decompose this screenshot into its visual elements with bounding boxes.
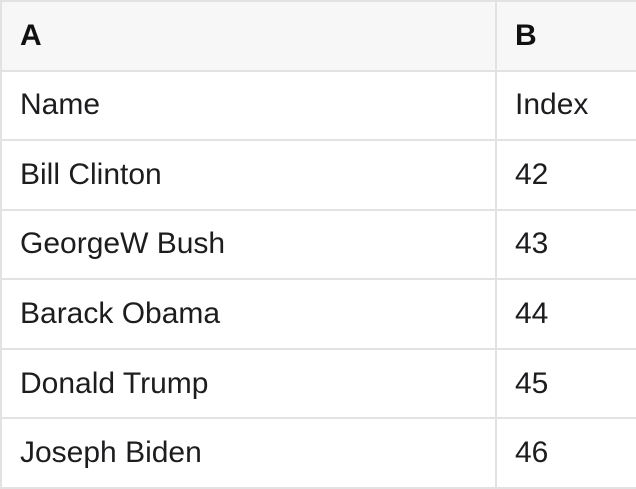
- table-row: Joseph Biden 46: [2, 419, 636, 489]
- cell-text: 44: [515, 297, 549, 331]
- cell-text: GeorgeW Bush: [20, 227, 226, 261]
- table-row: GeorgeW Bush 43: [2, 210, 636, 281]
- cell-a1[interactable]: Name: [2, 71, 497, 140]
- cell-text: Bill Clinton: [20, 157, 162, 191]
- cell-a2[interactable]: Bill Clinton: [2, 141, 497, 209]
- cell-b6[interactable]: 46: [497, 419, 636, 487]
- cell-text: Donald Trump: [20, 366, 209, 400]
- cell-b2[interactable]: 42: [497, 141, 636, 209]
- cell-b1[interactable]: Index: [497, 72, 636, 140]
- cell-text: Joseph Biden: [20, 436, 202, 470]
- cell-a5[interactable]: Donald Trump: [2, 349, 497, 418]
- cell-text: 45: [515, 366, 549, 400]
- table-row: Name Index: [2, 71, 636, 142]
- cell-text: Barack Obama: [20, 297, 221, 331]
- cell-text: 42: [515, 157, 549, 191]
- column-header-a[interactable]: A: [2, 2, 497, 70]
- cell-text: Index: [515, 88, 589, 122]
- table-row: Donald Trump 45: [2, 349, 636, 420]
- column-letter-b: B: [515, 18, 537, 52]
- column-header-b[interactable]: B: [497, 2, 636, 70]
- cell-text: 46: [515, 436, 549, 470]
- cell-text: 43: [515, 227, 549, 261]
- cell-text: Name: [20, 88, 101, 122]
- column-letter-a: A: [20, 18, 42, 52]
- cell-b3[interactable]: 43: [497, 211, 636, 279]
- cell-b4[interactable]: 44: [497, 280, 636, 348]
- cell-a4[interactable]: Barack Obama: [2, 280, 497, 348]
- cell-b5[interactable]: 45: [497, 350, 636, 418]
- table-row: Barack Obama 44: [2, 280, 636, 350]
- column-header-row: A B: [2, 2, 636, 72]
- cell-a3[interactable]: GeorgeW Bush: [2, 210, 497, 279]
- cell-a6[interactable]: Joseph Biden: [2, 419, 497, 487]
- table-row: Bill Clinton 42: [2, 141, 636, 211]
